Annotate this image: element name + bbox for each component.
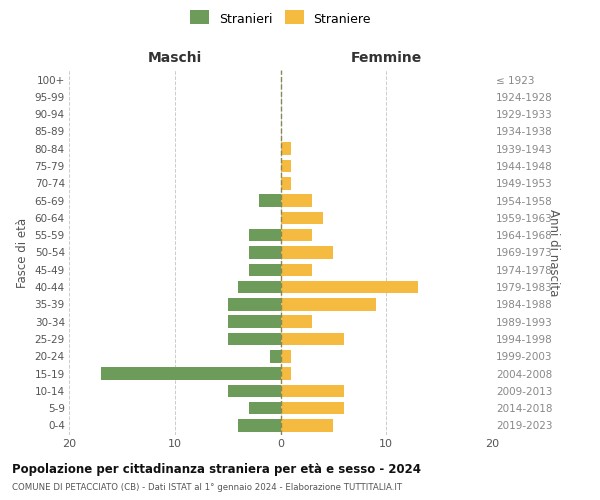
- Bar: [227, 384, 281, 397]
- Bar: [281, 229, 312, 241]
- Bar: [238, 281, 281, 293]
- Legend: Stranieri, Straniere: Stranieri, Straniere: [185, 8, 376, 31]
- Bar: [281, 368, 291, 380]
- Bar: [281, 212, 323, 224]
- Bar: [281, 402, 344, 414]
- Bar: [249, 229, 281, 241]
- Y-axis label: Anni di nascita: Anni di nascita: [547, 209, 560, 296]
- Bar: [227, 333, 281, 345]
- Bar: [281, 420, 334, 432]
- Text: Popolazione per cittadinanza straniera per età e sesso - 2024: Popolazione per cittadinanza straniera p…: [12, 462, 421, 475]
- Bar: [281, 142, 291, 155]
- Bar: [281, 298, 376, 310]
- Bar: [281, 384, 344, 397]
- Bar: [281, 246, 334, 258]
- Bar: [281, 177, 291, 190]
- Bar: [249, 246, 281, 258]
- Bar: [281, 194, 312, 207]
- Bar: [281, 281, 418, 293]
- Bar: [281, 264, 312, 276]
- Bar: [281, 160, 291, 172]
- Bar: [227, 298, 281, 310]
- Bar: [270, 350, 281, 362]
- Bar: [281, 316, 312, 328]
- Bar: [281, 350, 291, 362]
- Text: Maschi: Maschi: [148, 51, 202, 65]
- Bar: [259, 194, 281, 207]
- Bar: [227, 316, 281, 328]
- Bar: [281, 333, 344, 345]
- Text: COMUNE DI PETACCIATO (CB) - Dati ISTAT al 1° gennaio 2024 - Elaborazione TUTTITA: COMUNE DI PETACCIATO (CB) - Dati ISTAT a…: [12, 482, 402, 492]
- Bar: [249, 264, 281, 276]
- Text: Femmine: Femmine: [350, 51, 422, 65]
- Bar: [101, 368, 281, 380]
- Bar: [249, 402, 281, 414]
- Bar: [238, 420, 281, 432]
- Y-axis label: Fasce di età: Fasce di età: [16, 218, 29, 288]
